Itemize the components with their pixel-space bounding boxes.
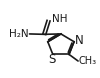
Text: H₂N: H₂N bbox=[9, 29, 29, 39]
Text: N: N bbox=[75, 34, 84, 47]
Text: NH: NH bbox=[52, 14, 68, 24]
Text: CH₃: CH₃ bbox=[79, 56, 97, 66]
Text: S: S bbox=[49, 53, 56, 66]
